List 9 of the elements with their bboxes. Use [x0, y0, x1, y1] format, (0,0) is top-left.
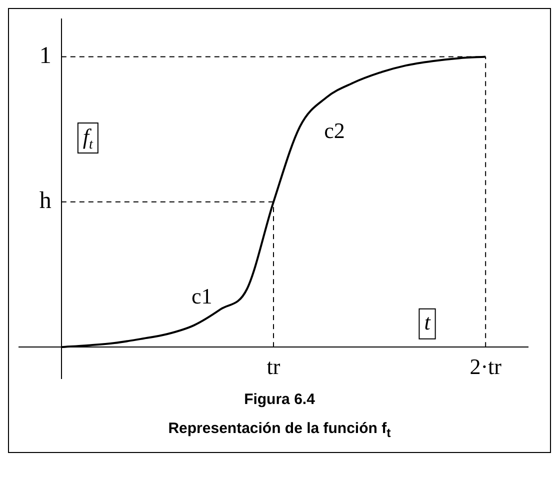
ref-line-label: 1 [39, 43, 52, 70]
text: Representación de la función f$_{t}$ [167, 420, 392, 440]
text: Figura 6.4 [243, 391, 316, 408]
x-tick-label: 2·tr [470, 354, 502, 380]
x-axis-title: t [424, 310, 432, 335]
ref-line-label: h [39, 188, 52, 214]
x-tick-label: tr [266, 354, 281, 380]
annotation: c1 [192, 283, 212, 308]
annotation: c2 [324, 118, 345, 144]
